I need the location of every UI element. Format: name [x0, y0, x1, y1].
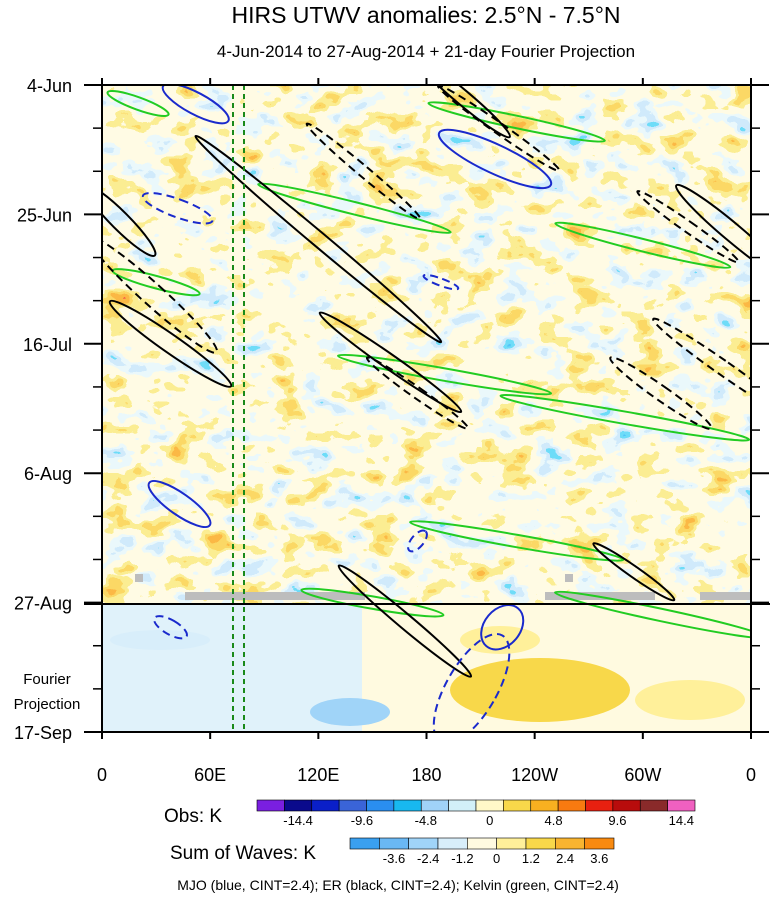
kelvin-contour-9 — [300, 587, 445, 618]
obs-colorbar-swatch-9 — [503, 799, 532, 812]
obs-colorbar-swatch-7 — [448, 799, 477, 812]
x-tick-label-4: 120W — [511, 765, 558, 785]
chart-title: HIRS UTWV anomalies: 2.5°N - 7.5°N — [231, 2, 620, 28]
obs-colorbar-title: Obs: K — [164, 806, 222, 827]
mjo-contour-6 — [480, 604, 525, 651]
obs-colorbar-label-1: -9.6 — [351, 813, 373, 828]
mjo-contour-8 — [432, 633, 511, 732]
er-contour-7 — [414, 85, 511, 139]
kelvin-contour-1 — [257, 182, 452, 234]
kelvin-contour-3 — [554, 221, 732, 269]
waves-colorbar-swatch-1 — [379, 837, 409, 850]
chart-subtitle: 4-Jun-2014 to 27-Aug-2014 + 21-day Fouri… — [217, 42, 635, 61]
obs-colorbar-label-6: 14.4 — [669, 813, 694, 828]
waves-colorbar-label-6: 3.6 — [590, 851, 608, 866]
waves-colorbar-label-2: -1.2 — [451, 851, 473, 866]
obs-colorbar-label-4: 4.8 — [545, 813, 563, 828]
waves-colorbar-swatch-3 — [437, 837, 468, 850]
y-tick-label-1: 25-Jun — [17, 205, 72, 225]
legend-note: MJO (blue, CINT=2.4); ER (black, CINT=2.… — [177, 877, 619, 893]
waves-colorbar-label-4: 1.2 — [522, 851, 540, 866]
obs-colorbar-swatch-1 — [284, 799, 313, 812]
er-contour-1 — [102, 235, 218, 354]
x-axis: 0 60E 120E 180 120W 60W 0 — [97, 78, 756, 785]
mjo-contour-2 — [407, 529, 428, 553]
x-tick-label-6: 0 — [746, 765, 756, 785]
waves-colorbar-swatch-2 — [408, 837, 439, 850]
x-tick-label-1: 60E — [194, 765, 226, 785]
er-contour-11 — [652, 317, 751, 420]
obs-anomaly-field — [102, 85, 751, 604]
kelvin-contour-5 — [499, 394, 751, 442]
kelvin-contour-4 — [336, 353, 553, 396]
er-contour-10 — [675, 183, 751, 282]
projection-label-2: Projection — [14, 696, 81, 713]
mjo-contour-0 — [161, 85, 230, 125]
er-contour-13 — [337, 564, 473, 678]
obs-colorbar-swatch-15 — [667, 799, 696, 812]
waves-colorbar-swatch-4 — [467, 837, 497, 850]
mjo-contour-7 — [153, 615, 188, 640]
er-contour-9 — [636, 190, 740, 264]
waves-colorbar-swatch-0 — [349, 837, 380, 850]
waves-colorbar-label-0: -3.6 — [383, 851, 405, 866]
kelvin-contour-2 — [427, 101, 606, 143]
projection-field — [102, 604, 751, 732]
mjo-contour-4 — [437, 128, 553, 190]
er-contour-5 — [318, 311, 463, 414]
waves-colorbar-label-5: 2.4 — [556, 851, 574, 866]
er-contour-4 — [305, 122, 422, 220]
obs-colorbar-swatch-0 — [256, 799, 285, 812]
obs-colorbar-label-3: 0 — [486, 813, 493, 828]
y-tick-label-0: 4-Jun — [27, 76, 72, 96]
waves-colorbar-label-1: -2.4 — [417, 851, 439, 866]
mjo-contour-1 — [141, 192, 214, 225]
y-axis: 4-Jun 25-Jun 16-Jul 6-Aug 27-Aug 17-Sep — [14, 76, 769, 743]
obs-colorbar-label-2: -4.8 — [415, 813, 437, 828]
obs-colorbar-swatch-11 — [557, 799, 586, 812]
er-contour-3 — [194, 134, 443, 344]
obs-colorbar-swatch-10 — [530, 799, 559, 812]
projection-label-1: Fourier — [23, 671, 71, 688]
x-tick-label-2: 120E — [297, 765, 339, 785]
waves-colorbar-swatch-5 — [496, 837, 527, 850]
er-contour-6 — [365, 356, 470, 430]
obs-colorbar: -14.4 -9.6 -4.8 0 4.8 9.6 14.4 — [256, 799, 696, 828]
y-tick-label-2: 16-Jul — [23, 335, 72, 355]
er-contour-0 — [102, 184, 157, 257]
er-contour-14 — [592, 542, 676, 602]
y-tick-label-5: 17-Sep — [14, 723, 72, 743]
y-tick-label-3: 6-Aug — [24, 464, 72, 484]
obs-colorbar-swatch-8 — [475, 799, 504, 812]
obs-colorbar-swatch-13 — [612, 799, 641, 812]
obs-colorbar-label-0: -14.4 — [283, 813, 313, 828]
obs-colorbar-label-5: 9.6 — [608, 813, 626, 828]
er-contour-2 — [108, 299, 233, 388]
obs-colorbar-swatch-6 — [420, 799, 449, 812]
plot-area — [102, 85, 751, 732]
waves-colorbar-swatch-6 — [525, 837, 556, 850]
obs-colorbar-swatch-5 — [393, 799, 422, 812]
waves-colorbar-swatch-8 — [584, 837, 615, 850]
kelvin-contour-0 — [106, 89, 170, 118]
obs-colorbar-swatch-2 — [311, 799, 340, 812]
waves-colorbar-swatch-7 — [555, 837, 585, 850]
kelvin-contour-8 — [554, 590, 751, 640]
wave-contours — [102, 85, 751, 732]
waves-colorbar: -3.6 -2.4 -1.2 0 1.2 2.4 3.6 — [349, 837, 615, 866]
obs-colorbar-swatch-4 — [366, 799, 395, 812]
obs-colorbar-swatch-14 — [639, 799, 668, 812]
x-tick-label-5: 60W — [624, 765, 661, 785]
mjo-contour-3 — [147, 480, 212, 528]
er-contour-12 — [609, 356, 713, 430]
obs-colorbar-swatch-3 — [338, 799, 367, 812]
y-tick-label-4: 27-Aug — [14, 594, 72, 614]
x-tick-label-3: 180 — [411, 765, 441, 785]
obs-colorbar-swatch-12 — [585, 799, 614, 812]
x-tick-label-0: 0 — [97, 765, 107, 785]
waves-colorbar-title: Sum of Waves: K — [170, 843, 316, 864]
kelvin-contour-7 — [409, 520, 625, 562]
waves-colorbar-label-3: 0 — [493, 851, 500, 866]
